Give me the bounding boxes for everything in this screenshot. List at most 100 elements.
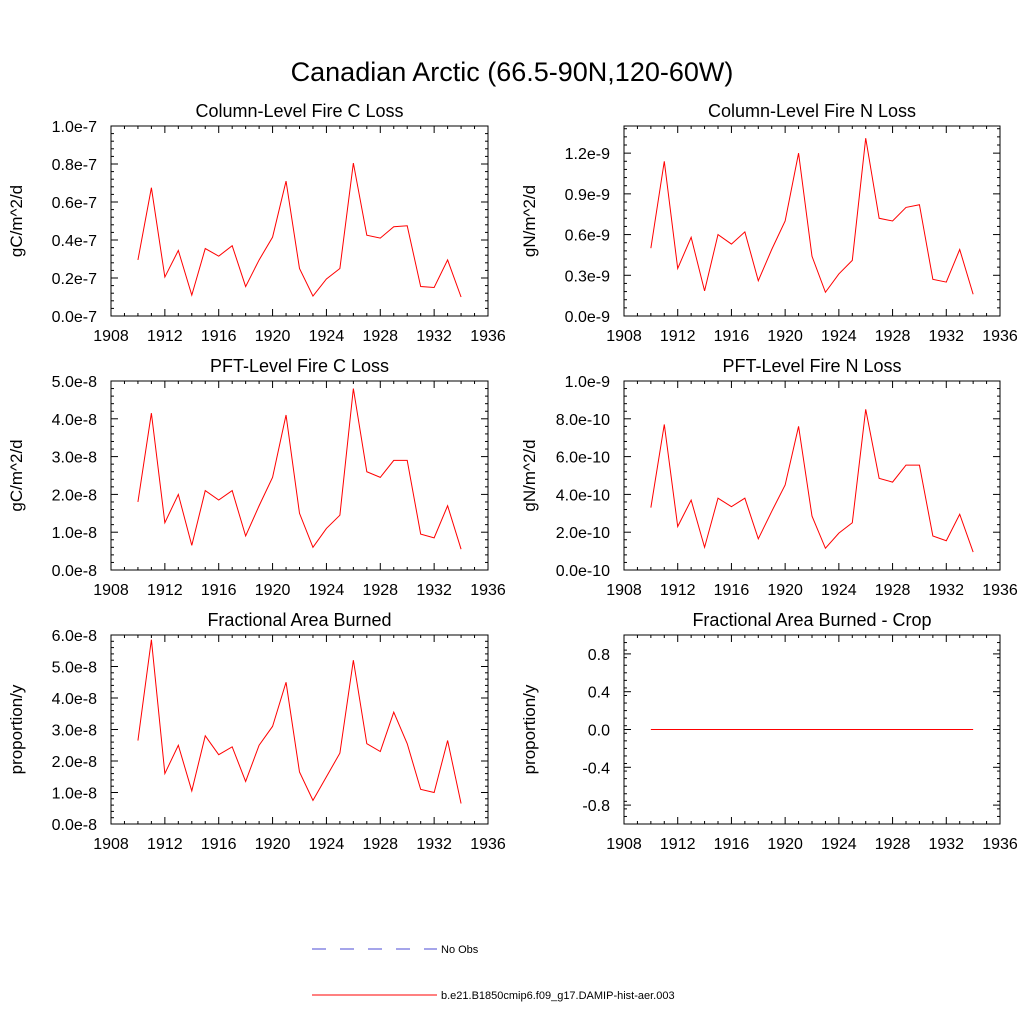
chart-panel-2: Column-Level Fire N Loss gN/m^2/d 1908 1912… xyxy=(520,101,1018,345)
y-tick-label: 0.0e-7 xyxy=(52,309,97,326)
y-tick-label: 2.0e-10 xyxy=(556,525,610,542)
y-tick-label: 0.0e-9 xyxy=(565,309,610,326)
x-tick-label: 1936 xyxy=(982,328,1018,345)
x-tick-label: 1912 xyxy=(660,582,696,599)
y-axis-label: gC/m^2/d xyxy=(7,439,26,511)
y-tick-label: 0.6e-9 xyxy=(565,228,610,245)
y-tick-label: 6.0e-10 xyxy=(556,450,610,467)
y-tick-label: 0.6e-7 xyxy=(52,195,97,212)
y-tick-label: 6.0e-8 xyxy=(52,628,97,645)
x-tick-label: 1936 xyxy=(982,836,1018,853)
y-tick-label: 3.0e-8 xyxy=(52,450,97,467)
y-axis-label: proportion/y xyxy=(7,684,26,774)
chart-panel-4: PFT-Level Fire N Loss gN/m^2/d 1908 1912 191… xyxy=(520,356,1018,599)
y-tick-label: 4.0e-8 xyxy=(52,412,97,429)
x-tick-label: 1916 xyxy=(201,836,237,853)
y-tick-label: 0.0e-8 xyxy=(52,563,97,580)
y-tick-label: 1.2e-9 xyxy=(565,146,610,163)
chart-panel-1: Column-Level Fire C Loss gC/m^2/d 1908 1912… xyxy=(7,101,506,345)
y-tick-label: 2.0e-8 xyxy=(52,487,97,504)
y-tick-label: 5.0e-8 xyxy=(52,374,97,391)
x-tick-label: 1924 xyxy=(309,582,345,599)
x-tick-label: 1908 xyxy=(606,328,642,345)
x-tick-label: 1920 xyxy=(255,836,291,853)
x-tick-label: 1920 xyxy=(767,328,803,345)
x-tick-label: 1916 xyxy=(714,582,750,599)
chart-panel-5: Fractional Area Burned proportion/y 1908 19… xyxy=(7,610,506,853)
plot-frame xyxy=(623,125,1001,317)
x-tick-label: 1924 xyxy=(821,836,857,853)
y-tick-label: 0.4e-7 xyxy=(52,233,97,250)
y-tick-label: 0.0e-8 xyxy=(52,817,97,834)
panel-title: PFT-Level Fire C Loss xyxy=(210,356,389,376)
y-tick-label: 0.4 xyxy=(588,685,610,702)
x-tick-label: 1908 xyxy=(93,328,129,345)
y-tick-label: 0.0 xyxy=(588,723,610,740)
y-tick-label: 5.0e-8 xyxy=(52,660,97,677)
x-tick-label: 1936 xyxy=(470,836,506,853)
x-tick-label: 1916 xyxy=(714,836,750,853)
series-line xyxy=(650,409,974,553)
x-tick-label: 1932 xyxy=(928,836,964,853)
y-tick-label: 0.8e-7 xyxy=(52,157,97,174)
legend-label-model: b.e21.B1850cmip6.f09_g17.DAMIP-hist-aer.… xyxy=(441,990,675,1002)
panel-title: Column-Level Fire N Loss xyxy=(708,101,916,121)
x-tick-label: 1932 xyxy=(416,582,452,599)
x-tick-label: 1932 xyxy=(416,836,452,853)
x-tick-label: 1916 xyxy=(201,582,237,599)
x-tick-label: 1920 xyxy=(255,328,291,345)
x-tick-label: 1908 xyxy=(93,836,129,853)
plot-frame xyxy=(623,380,1001,571)
y-tick-label: 1.0e-8 xyxy=(52,786,97,803)
series-line xyxy=(650,138,974,295)
y-tick-label: 1.0e-8 xyxy=(52,525,97,542)
x-tick-label: 1928 xyxy=(875,582,911,599)
x-tick-label: 1908 xyxy=(606,836,642,853)
x-tick-label: 1916 xyxy=(201,328,237,345)
y-tick-label: 0.3e-9 xyxy=(565,268,610,285)
x-tick-label: 1920 xyxy=(767,582,803,599)
x-tick-label: 1924 xyxy=(821,328,857,345)
y-axis-label: proportion/y xyxy=(520,684,539,774)
x-tick-label: 1928 xyxy=(875,836,911,853)
series-line xyxy=(137,639,462,804)
x-tick-label: 1920 xyxy=(767,836,803,853)
x-tick-label: 1936 xyxy=(470,582,506,599)
x-tick-label: 1932 xyxy=(928,328,964,345)
x-tick-label: 1912 xyxy=(147,836,183,853)
x-tick-label: 1924 xyxy=(309,328,345,345)
y-tick-label: 0.0e-10 xyxy=(556,563,610,580)
y-tick-label: 1.0e-9 xyxy=(565,374,610,391)
y-axis-label: gN/m^2/d xyxy=(520,185,539,257)
x-tick-label: 1928 xyxy=(362,582,398,599)
y-axis-label: gN/m^2/d xyxy=(520,439,539,511)
panels-group: Column-Level Fire C Loss gC/m^2/d 1908 1912… xyxy=(7,101,1018,853)
figure-title: Canadian Arctic (66.5-90N,120-60W) xyxy=(291,57,734,87)
x-tick-label: 1924 xyxy=(309,836,345,853)
x-tick-label: 1932 xyxy=(416,328,452,345)
x-tick-label: 1932 xyxy=(928,582,964,599)
y-tick-label: 1.0e-7 xyxy=(52,119,97,136)
y-tick-label: 4.0e-10 xyxy=(556,487,610,504)
x-tick-label: 1908 xyxy=(93,582,129,599)
y-tick-label: 0.9e-9 xyxy=(565,187,610,204)
y-axis-label: gC/m^2/d xyxy=(7,185,26,257)
x-tick-label: 1924 xyxy=(821,582,857,599)
x-tick-label: 1912 xyxy=(660,328,696,345)
plot-frame xyxy=(110,634,489,825)
series-line xyxy=(137,162,462,298)
legend: No Obs b.e21.B1850cmip6.f09_g17.DAMIP-hi… xyxy=(312,944,675,1002)
x-tick-label: 1928 xyxy=(875,328,911,345)
x-tick-label: 1912 xyxy=(660,836,696,853)
panel-title: Column-Level Fire C Loss xyxy=(195,101,403,121)
x-tick-label: 1912 xyxy=(147,582,183,599)
panel-title: Fractional Area Burned xyxy=(207,610,391,630)
y-tick-label: -0.8 xyxy=(582,798,610,815)
series-line xyxy=(137,388,462,550)
panel-title: Fractional Area Burned - Crop xyxy=(692,610,931,630)
x-tick-label: 1912 xyxy=(147,328,183,345)
legend-label-no-obs: No Obs xyxy=(441,944,479,956)
x-tick-label: 1928 xyxy=(362,328,398,345)
chart-panel-6: Fractional Area Burned - Crop proportion/… xyxy=(520,610,1018,853)
